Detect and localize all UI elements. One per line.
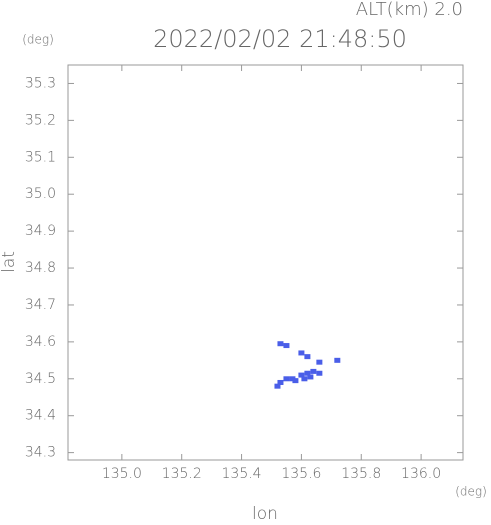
x-tick-label: 135.0 xyxy=(102,466,142,482)
x-axis-label: lon xyxy=(252,504,278,521)
x-tick-label: 135.6 xyxy=(281,466,321,482)
echo-point xyxy=(304,354,311,360)
y-tick-label: 35.0 xyxy=(25,186,56,202)
chart-title: 2022/02/02 21:48:50 xyxy=(153,25,407,53)
y-tick-label: 34.6 xyxy=(25,334,56,350)
echo-point xyxy=(334,357,341,363)
x-tick-label: 135.2 xyxy=(162,466,202,482)
echo-point xyxy=(274,383,281,389)
x-tick-label: 136.0 xyxy=(401,466,441,482)
echo-point xyxy=(277,379,284,385)
echo-point xyxy=(307,374,314,380)
y-tick-label: 34.4 xyxy=(25,408,56,424)
echo-point xyxy=(310,368,317,374)
y-tick-label: 34.5 xyxy=(25,371,56,387)
y-tick-label: 34.3 xyxy=(25,445,56,461)
x-tick-label: 135.4 xyxy=(222,466,262,482)
y-tick-label: 35.1 xyxy=(25,149,56,165)
y-unit: (deg) xyxy=(22,33,54,47)
echo-point xyxy=(283,343,290,349)
altitude-label: ALT(km) 2.0 xyxy=(356,0,463,20)
y-tick-label: 34.8 xyxy=(25,260,56,276)
y-tick-label: 34.7 xyxy=(25,297,56,313)
y-tick-label: 34.9 xyxy=(25,223,56,239)
y-axis-label: lat xyxy=(0,251,19,273)
echo-point xyxy=(298,372,305,378)
x-tick-label: 135.8 xyxy=(341,466,381,482)
echo-point xyxy=(316,359,323,365)
echo-point xyxy=(316,370,323,376)
echo-point xyxy=(277,341,284,347)
x-unit: (deg) xyxy=(455,485,487,499)
y-tick-label: 35.3 xyxy=(25,75,56,91)
echo-point xyxy=(292,378,299,384)
y-tick-label: 35.2 xyxy=(25,112,56,128)
echo-point xyxy=(304,370,311,376)
echo-point xyxy=(298,350,305,356)
plot-frame xyxy=(67,64,464,461)
echo-point xyxy=(301,376,308,382)
echo-point xyxy=(283,376,290,382)
